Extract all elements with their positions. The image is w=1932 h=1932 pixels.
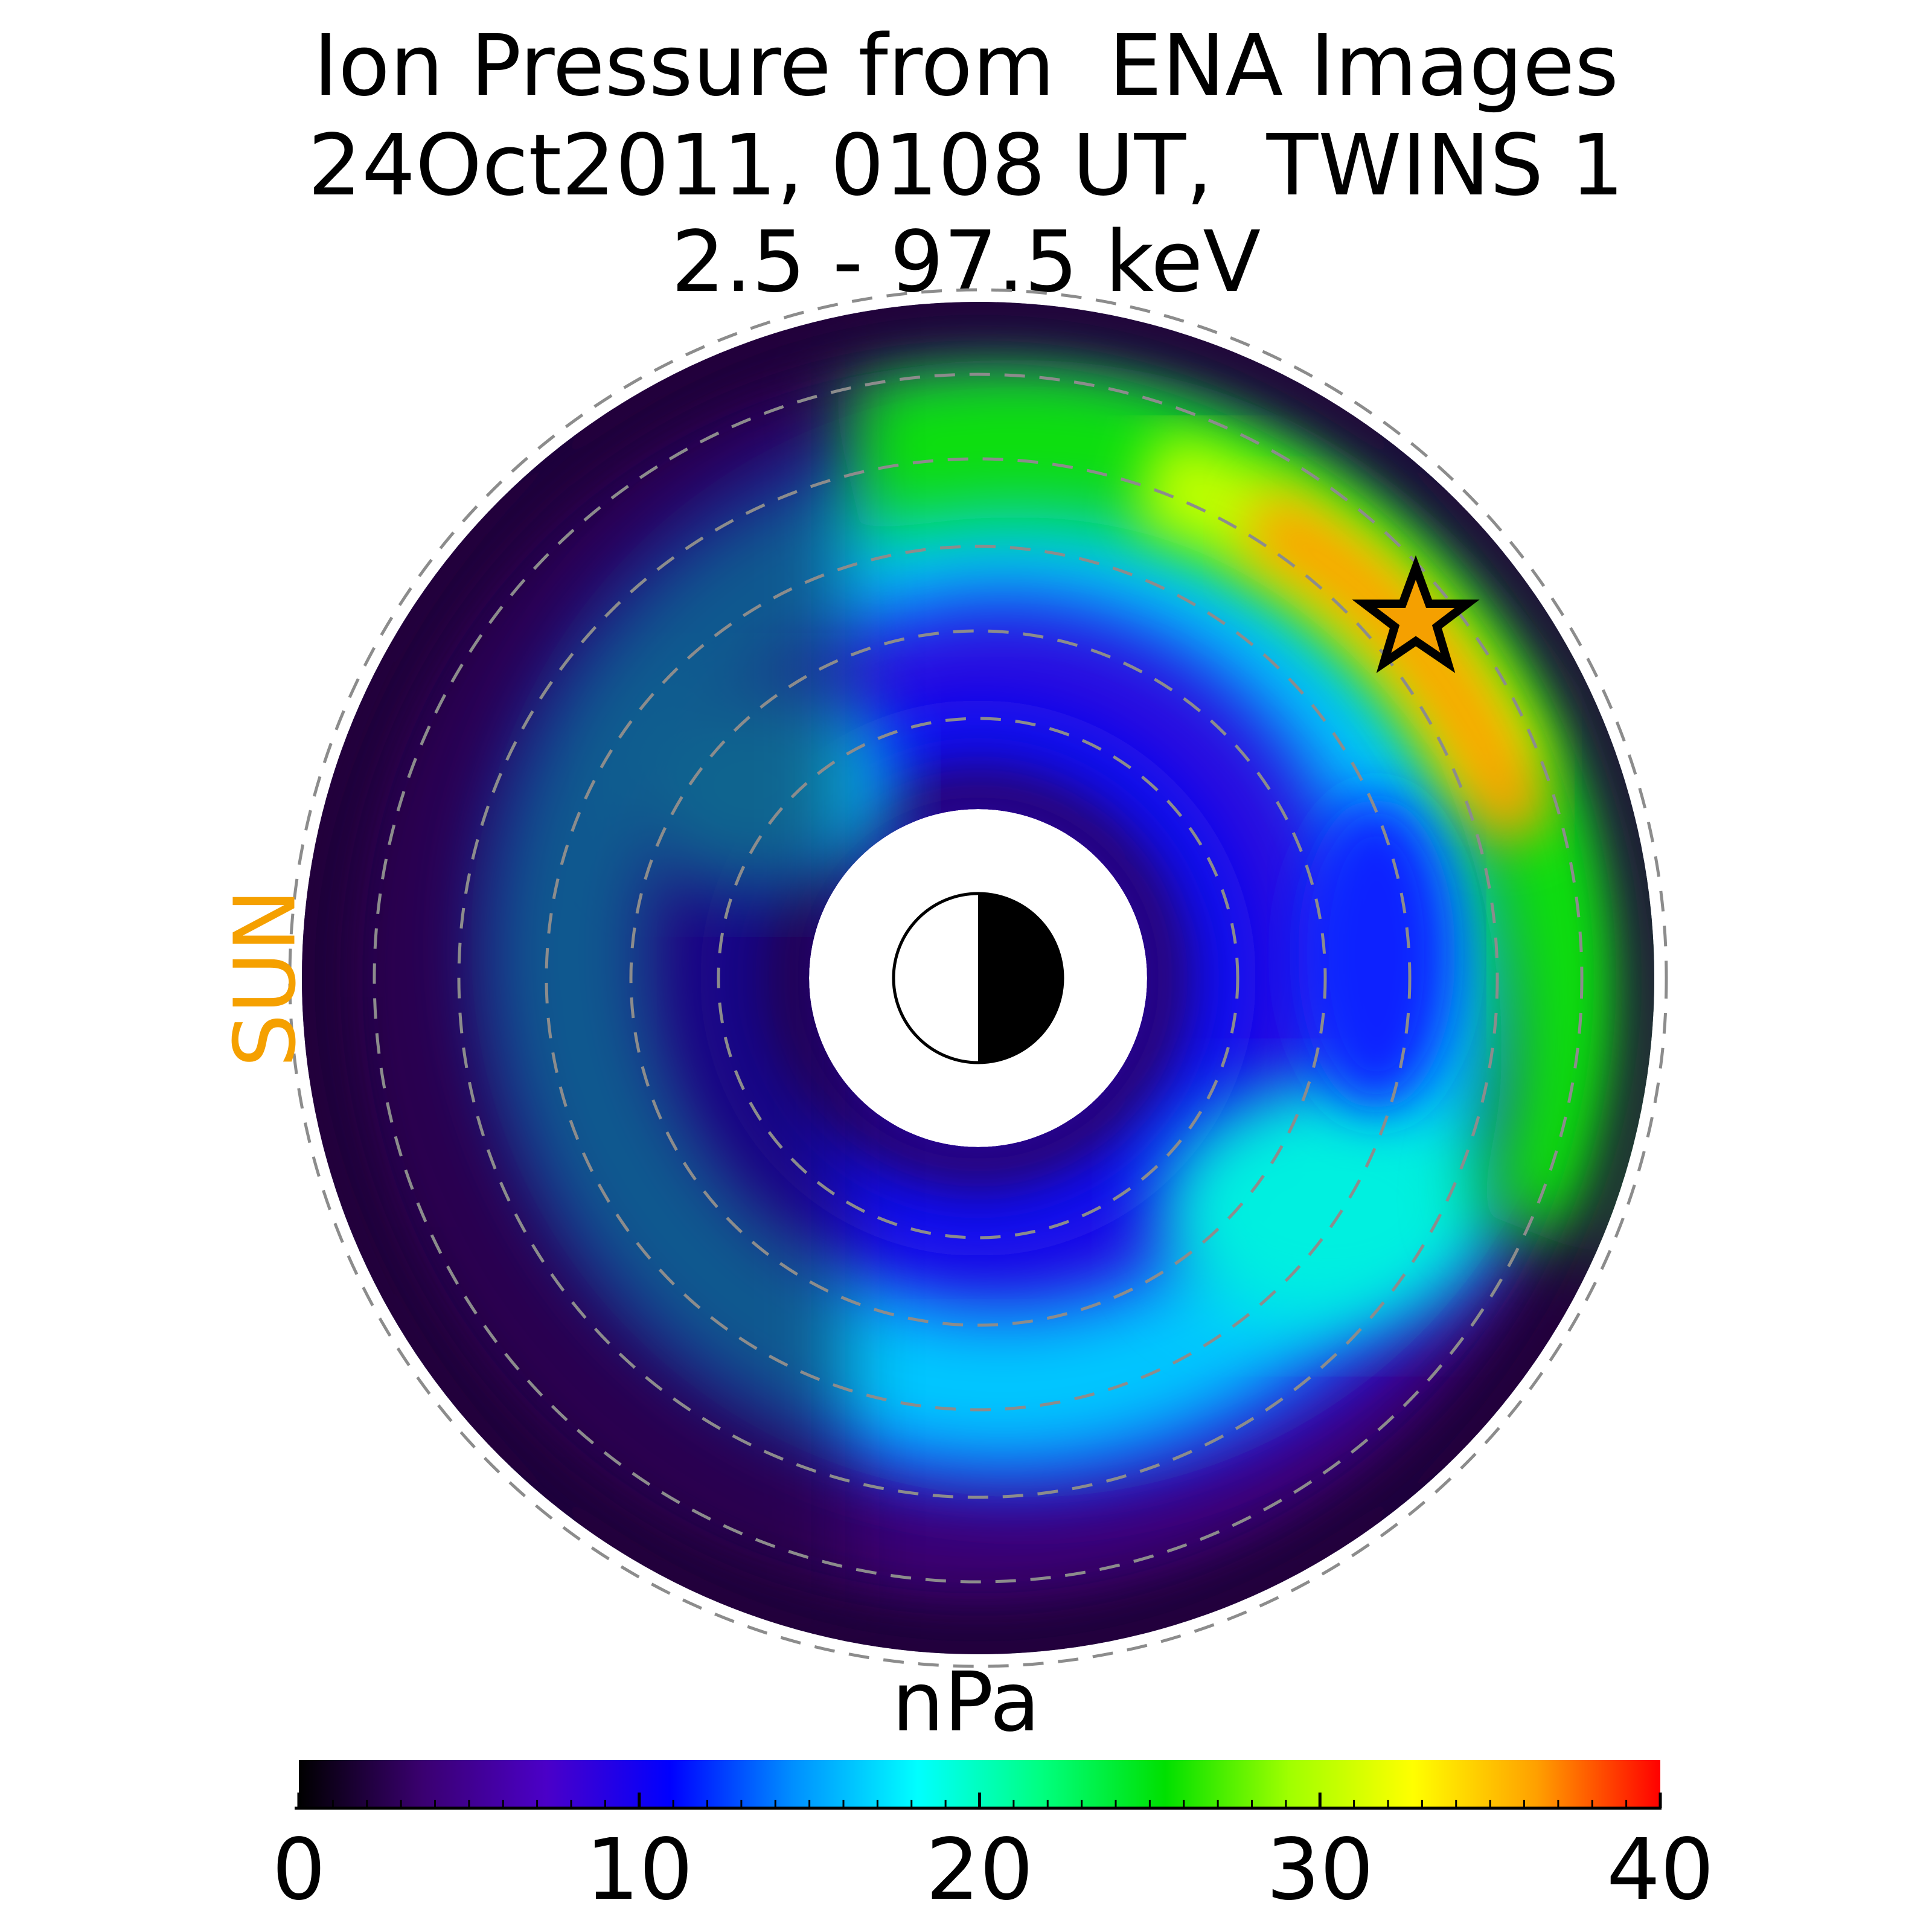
chart-title: Ion Pressure from ENA Images	[313, 17, 1619, 115]
colorbar-ticks	[297, 1793, 1662, 1808]
colorbar-tick-label: 0	[272, 1821, 325, 1919]
colorbar-label: nPa	[892, 1655, 1040, 1750]
grid-circle	[288, 288, 1668, 1668]
colorbar-tick-labels: 0 10 20 30 40	[272, 1821, 1714, 1919]
colorbar-tick-label: 10	[586, 1821, 693, 1919]
earth-symbol	[892, 892, 1064, 1064]
colorbar-tick-label: 40	[1607, 1821, 1714, 1919]
chart-subtitle-date: 24Oct2011, 0108 UT, TWINS 1	[307, 117, 1625, 215]
grid-circle	[545, 545, 1412, 1412]
grid-circle	[629, 629, 1327, 1327]
star-marker	[1352, 555, 1480, 673]
distance-grid	[288, 288, 1668, 1668]
colorbar-tick-label: 20	[926, 1821, 1033, 1919]
grid-circle	[457, 457, 1499, 1499]
grid-circle	[373, 373, 1584, 1584]
grid-circle	[717, 717, 1239, 1239]
colorbar-tick-label: 30	[1266, 1821, 1374, 1919]
